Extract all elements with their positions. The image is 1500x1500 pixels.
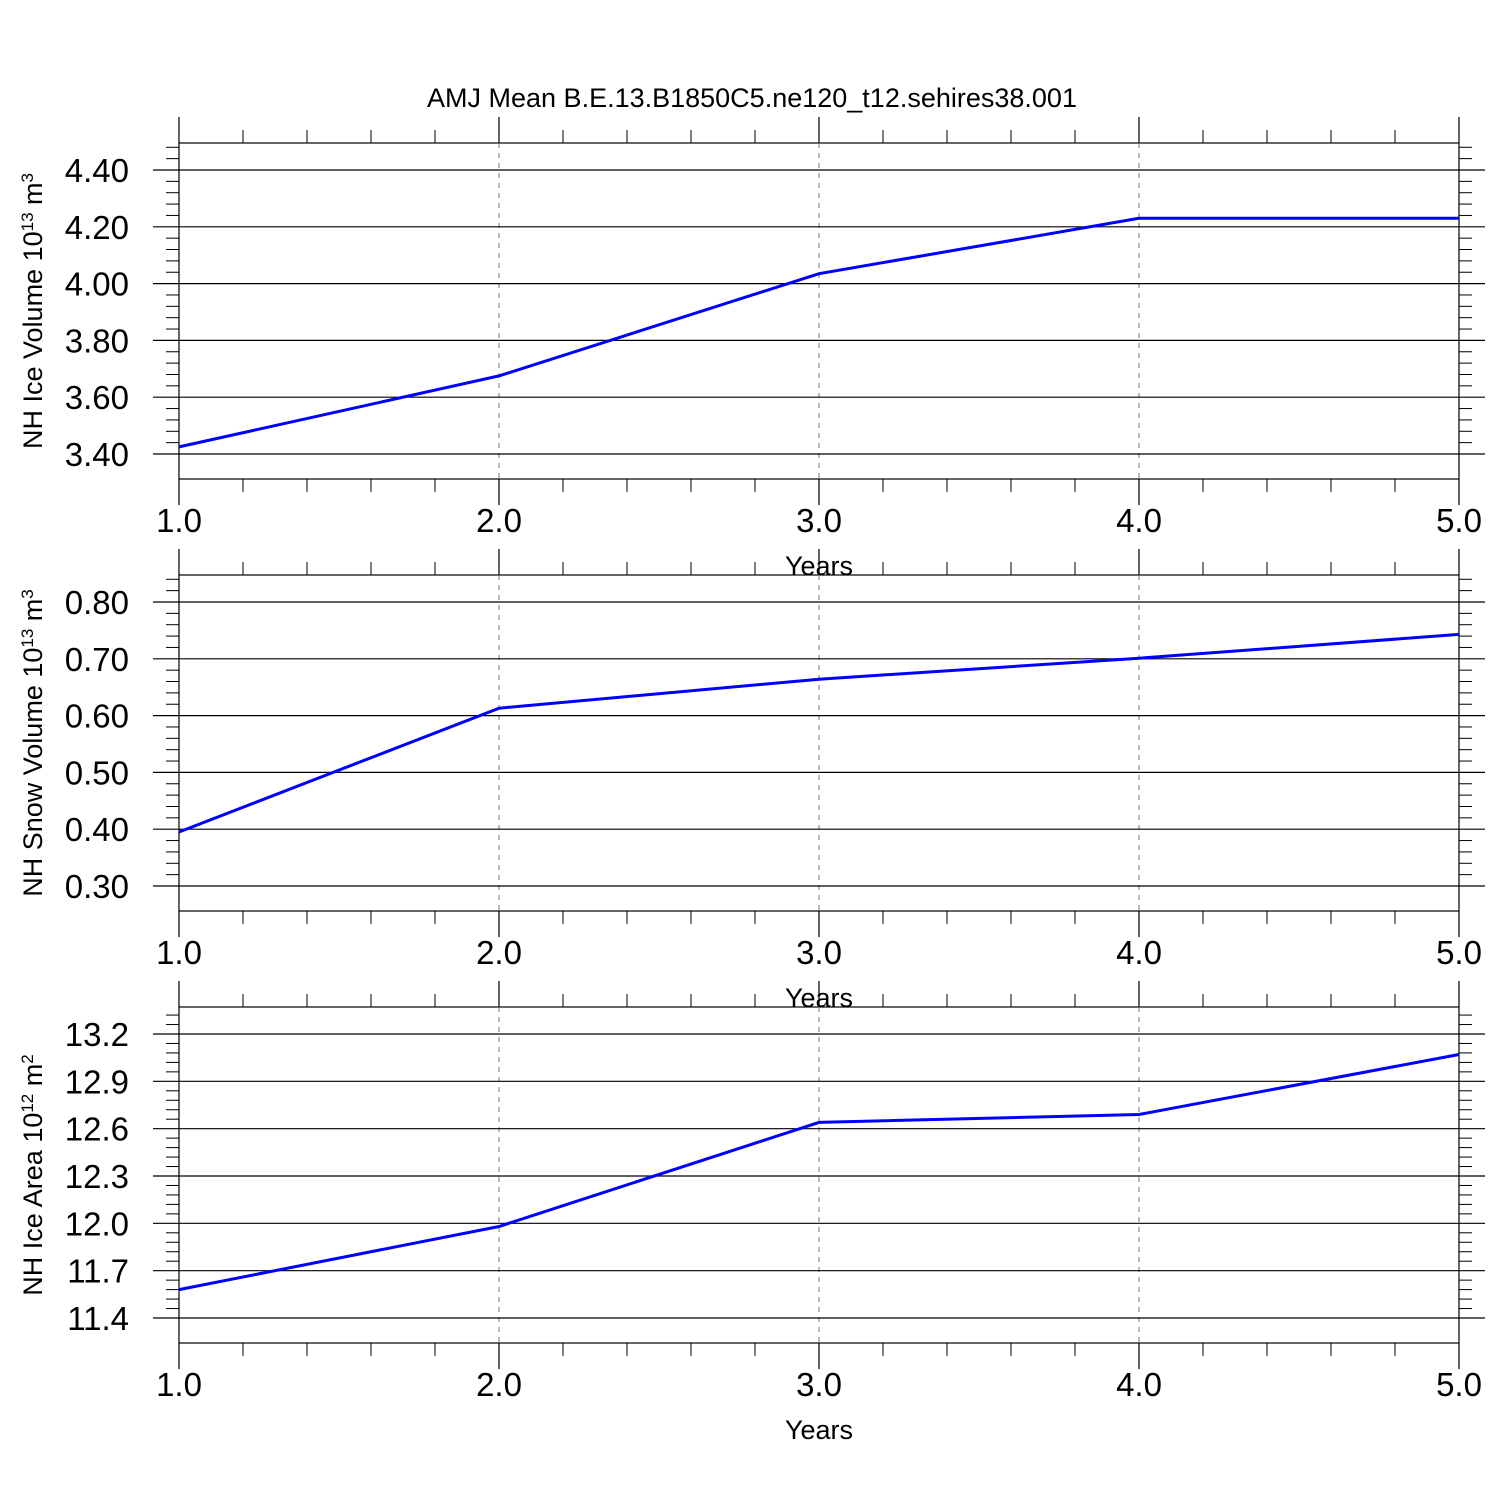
y-tick-label: 11.7	[67, 1253, 129, 1290]
chart-panel-3: 1.0 2.0 3.0 4.0 5.0 11.4 11.7 12.0 12.3 12.6 12.9 1…	[18, 981, 1485, 1445]
y-tick-label: 0.40	[65, 811, 129, 848]
y-tick-label: 12.9	[65, 1063, 129, 1100]
x-tick-label: 3.0	[796, 934, 842, 971]
y-tick-label: 0.60	[65, 698, 129, 735]
y-axis-title: NH Ice Volume 1013 m3	[18, 173, 48, 449]
x-tick-label: 2.0	[476, 502, 522, 539]
x-tick-label: 4.0	[1116, 934, 1162, 971]
x-tick-label: 2.0	[476, 1366, 522, 1403]
y-axis-title: NH Snow Volume 1013 m3	[18, 589, 48, 897]
y-tick-label: 12.0	[65, 1205, 129, 1242]
x-tick-label: 4.0	[1116, 502, 1162, 539]
x-tick-label: 1.0	[156, 502, 202, 539]
x-tick-label: 4.0	[1116, 1366, 1162, 1403]
chart-panel-2: 1.0 2.0 3.0 4.0 5.00.300.400.500.600.700.80Y…	[18, 549, 1485, 1013]
y-tick-label: 4.40	[65, 152, 129, 189]
y-tick-label: 0.80	[65, 584, 129, 621]
y-tick-label: 12.6	[65, 1111, 129, 1148]
y-tick-label: 3.60	[65, 379, 129, 416]
x-tick-label: 1.0	[156, 1366, 202, 1403]
y-tick-label: 3.40	[65, 436, 129, 473]
x-tick-label: 5.0	[1436, 1366, 1482, 1403]
chart-title: AMJ Mean B.E.13.B1850C5.ne120_t12.sehire…	[427, 83, 1077, 113]
y-tick-label: 0.50	[65, 754, 129, 791]
y-tick-label: 4.00	[65, 266, 129, 303]
y-axis-title: NH Ice Area 1012 m2	[18, 1054, 48, 1295]
x-tick-label: 3.0	[796, 502, 842, 539]
data-line	[178, 632, 1460, 834]
chart-panels: 1.0 2.0 3.0 4.0 5.0 3.40 3.60 3.80 4.00 4.20 4.40 Y…	[18, 117, 1485, 1445]
x-tick-label: 5.0	[1436, 934, 1482, 971]
x-tick-label: 3.0	[796, 1366, 842, 1403]
y-tick-label: 12.3	[65, 1158, 129, 1195]
y-tick-label: 4.20	[65, 209, 129, 246]
x-tick-label: 1.0	[156, 934, 202, 971]
x-tick-label: 2.0	[476, 934, 522, 971]
y-tick-label: 3.80	[65, 322, 129, 359]
chart-panel-1: 1.0 2.0 3.0 4.0 5.03.403.603.804.004.204.40Y…	[18, 117, 1485, 581]
data-line	[178, 216, 1459, 449]
y-tick-label: 13.2	[65, 1016, 129, 1053]
x-axis-title: Years	[785, 1415, 853, 1445]
x-tick-label: 5.0	[1436, 502, 1482, 539]
y-tick-label: 11.4	[67, 1300, 129, 1337]
y-tick-label: 0.30	[65, 868, 129, 905]
y-tick-label: 0.70	[65, 641, 129, 678]
